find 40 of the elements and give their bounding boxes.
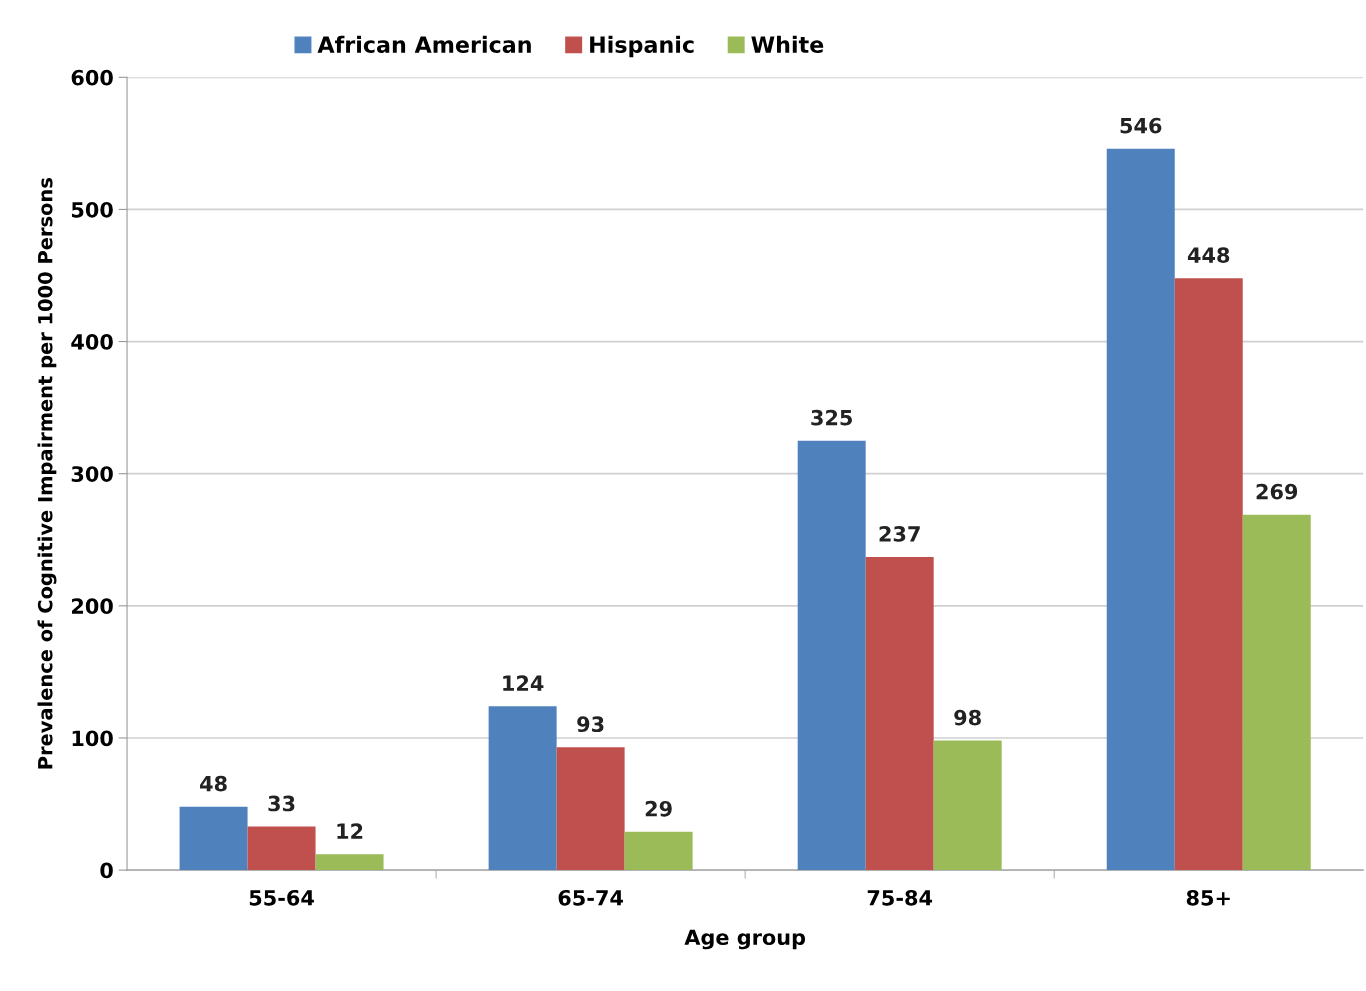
y-tick-label: 0: [100, 862, 113, 879]
y-tick-label: 200: [72, 598, 113, 615]
bar: [1106, 148, 1175, 871]
x-tick-label: 75-84: [867, 889, 933, 906]
x-tick-label: 85+: [1186, 889, 1230, 906]
data-label: 98: [954, 709, 981, 726]
bar: [933, 740, 1002, 871]
bar: [179, 806, 248, 871]
data-label: 237: [879, 526, 920, 542]
data-label: 93: [577, 716, 604, 733]
y-tick-label: 100: [72, 730, 113, 747]
bar: [1174, 278, 1243, 871]
data-label: 48: [200, 775, 227, 792]
bar: [488, 706, 557, 871]
data-label: 325: [811, 409, 852, 426]
bar: [624, 831, 693, 871]
bar: [247, 826, 316, 871]
data-label: 124: [503, 675, 544, 691]
data-label: 269: [1256, 483, 1298, 500]
legend-label: White: [751, 35, 824, 53]
y-tick-label: 600: [71, 69, 113, 86]
legend-label: Hispanic: [590, 35, 694, 58]
y-axis-title: Prevalence of Cognitive Impairment per 1000 Persons: [37, 178, 57, 769]
data-label: 33: [268, 795, 295, 812]
x-tick-label: 65-74: [558, 889, 623, 906]
bar: [865, 556, 934, 871]
bar: [315, 854, 384, 871]
y-tick-label: 300: [71, 466, 113, 482]
data-label: 448: [1187, 247, 1230, 263]
y-tick-label: 400: [71, 334, 113, 350]
x-axis-title: Age group: [684, 929, 806, 950]
data-label: 546: [1120, 117, 1162, 134]
data-label: 29: [645, 800, 672, 817]
bar: [1242, 514, 1311, 871]
legend-label: African American: [317, 35, 531, 53]
x-tick-label: 55-64: [249, 889, 314, 906]
bar: [797, 440, 866, 871]
bar: [556, 747, 625, 871]
data-label: 12: [337, 823, 363, 839]
y-tick-label: 500: [71, 201, 113, 218]
